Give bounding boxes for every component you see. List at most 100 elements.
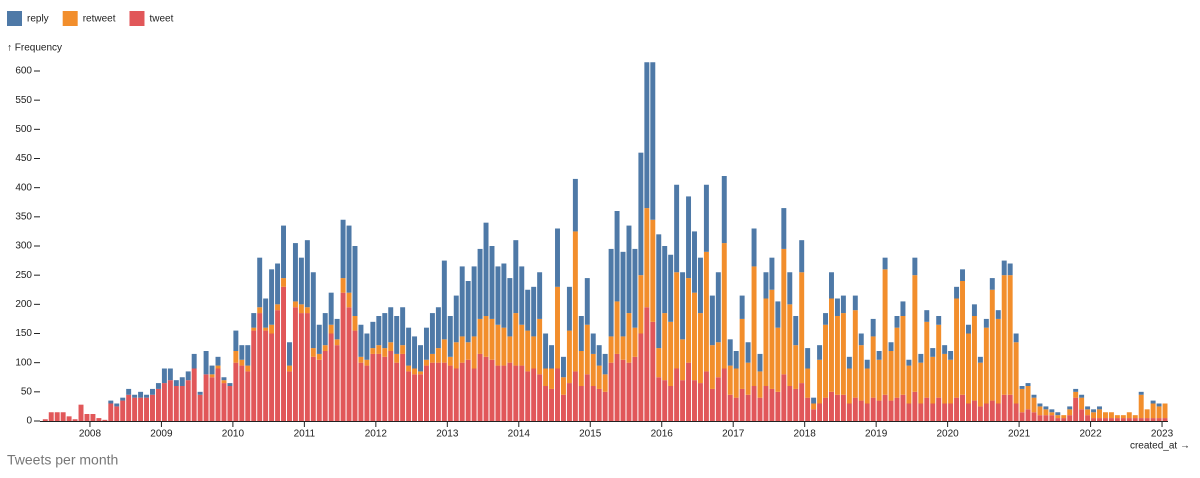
bar-segment <box>930 403 936 421</box>
bar-segment <box>263 330 269 421</box>
bar-segment <box>781 208 787 249</box>
bar-segment <box>626 225 632 314</box>
bar-segment <box>483 316 489 357</box>
bar-segment <box>989 400 995 421</box>
bar-segment <box>1079 409 1085 421</box>
bar-segment <box>692 292 697 381</box>
caption: Tweets per month <box>7 452 118 468</box>
bar-segment <box>912 275 918 392</box>
bar-segment <box>882 257 888 270</box>
bar-segment <box>257 257 263 308</box>
bar-segment <box>48 412 54 421</box>
bar-segment <box>286 342 292 366</box>
bar-segment <box>971 304 977 316</box>
bar-segment <box>930 356 936 404</box>
bar-segment <box>531 286 537 337</box>
bar-segment <box>412 374 418 421</box>
bar-segment <box>412 368 418 375</box>
bar-segment <box>346 292 352 308</box>
bar-segment <box>489 318 495 360</box>
bar-segment <box>745 394 751 421</box>
bar-segment <box>971 316 977 401</box>
bar-segment <box>298 257 304 305</box>
bar-segment <box>888 400 894 421</box>
bar-segment <box>161 383 167 421</box>
bar-segment <box>42 419 48 421</box>
bar-segment <box>477 353 483 421</box>
bar-segment <box>1108 418 1114 421</box>
bar-segment <box>614 301 620 354</box>
bar-segment <box>1150 400 1156 404</box>
bar-segment <box>644 307 650 421</box>
bar-segment <box>918 403 924 421</box>
bar-segment <box>251 313 257 328</box>
bar-segment <box>358 324 364 357</box>
bar-segment <box>834 394 840 421</box>
bar-segment <box>662 246 668 314</box>
bar-segment <box>805 397 811 421</box>
bar-segment <box>864 368 870 404</box>
bar-segment <box>418 374 423 421</box>
bar-segment <box>340 292 346 421</box>
bar-segment <box>888 342 894 351</box>
bar-segment <box>1013 333 1019 343</box>
bar-segment <box>1091 409 1097 413</box>
bar-segment <box>650 321 656 421</box>
y-tick-label: 400 <box>15 182 32 193</box>
bar-segment <box>1055 415 1061 419</box>
bar-segment <box>811 397 817 404</box>
bar-segment <box>799 272 805 384</box>
bar-segment <box>674 272 680 369</box>
bar-segment <box>555 228 560 287</box>
bar-segment <box>751 266 757 386</box>
bar-segment <box>1085 415 1091 421</box>
x-axis-label: created_at → <box>1130 441 1190 452</box>
bar-segment <box>1144 409 1150 419</box>
bar-segment <box>364 333 370 360</box>
bar-segment <box>1156 406 1162 419</box>
bar-segment <box>304 313 310 421</box>
bar-segment <box>144 394 150 398</box>
bar-segment <box>263 298 269 328</box>
bar-segment <box>960 394 965 421</box>
bar-segment <box>870 397 876 421</box>
bar-segment <box>173 386 179 421</box>
bar-segment <box>1037 403 1043 407</box>
bar-segment <box>900 301 906 316</box>
bar-segment <box>620 359 626 421</box>
bar-segment <box>1007 263 1013 276</box>
bar-segment <box>1079 394 1085 398</box>
bar-segment <box>126 394 132 421</box>
bar-segment <box>840 313 846 395</box>
bar-segment <box>1043 406 1049 410</box>
bar-segment <box>1085 409 1091 416</box>
bar-segment <box>465 359 471 421</box>
bar-segment <box>840 394 846 421</box>
y-tick-label: 200 <box>15 299 32 310</box>
bar-segment <box>483 356 489 421</box>
bar-segment <box>1001 394 1007 421</box>
bar-segment <box>936 316 942 325</box>
bar-segment <box>221 377 227 381</box>
bar-segment <box>513 313 519 366</box>
bar-segment <box>769 257 775 290</box>
bar-segment <box>191 353 197 369</box>
bar-segment <box>817 359 823 404</box>
bar-segment <box>1114 415 1120 419</box>
bar-segment <box>715 342 721 378</box>
bar-segment <box>1120 418 1126 421</box>
bar-segment <box>638 152 644 276</box>
bar-segment <box>1162 403 1168 419</box>
bar-segment <box>1037 415 1043 421</box>
bar-segment <box>805 348 811 369</box>
bar-segment <box>352 246 358 316</box>
bar-segment <box>745 342 751 363</box>
bar-segment <box>298 304 304 314</box>
bar-segment <box>334 345 340 421</box>
bar-segment <box>1001 260 1007 276</box>
bar-segment <box>614 211 620 302</box>
bar-segment <box>596 388 602 421</box>
bar-segment <box>221 380 227 384</box>
bar-segment <box>608 362 614 421</box>
bar-segment <box>1144 418 1150 421</box>
